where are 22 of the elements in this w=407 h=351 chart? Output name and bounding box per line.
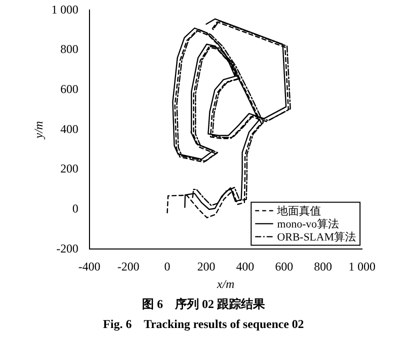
x-tick-label: 1 000 <box>348 260 376 274</box>
legend-label: mono-vo算法 <box>277 218 339 231</box>
x-tick-label: 600 <box>275 260 294 274</box>
y-axis-title: y/m <box>31 120 46 140</box>
caption: Fig. 6 Tracking results of sequence 02 <box>102 316 305 333</box>
x-tick-label: -200 <box>117 260 140 274</box>
x-tick-label: 400 <box>236 260 254 274</box>
caption: 图 6 序列 02 跟踪结果 <box>141 296 266 313</box>
y-tick-label: 200 <box>60 162 78 176</box>
x-tick-label: -400 <box>78 260 100 274</box>
legend-label: 地面真值 <box>276 204 322 218</box>
y-tick-label: 800 <box>60 42 78 56</box>
y-tick-label: 600 <box>60 82 78 96</box>
x-axis-title: x/m <box>216 276 235 291</box>
y-tick-label: 1 000 <box>51 2 78 16</box>
y-tick-label: -200 <box>56 241 78 256</box>
legend-label: ORB-SLAM算法 <box>277 230 356 244</box>
y-tick-label: 400 <box>60 122 78 136</box>
x-tick-label: 0 <box>164 260 170 274</box>
y-tick-label: 0 <box>72 202 78 216</box>
x-tick-label: 800 <box>314 260 332 274</box>
x-tick-label: 200 <box>197 260 216 274</box>
